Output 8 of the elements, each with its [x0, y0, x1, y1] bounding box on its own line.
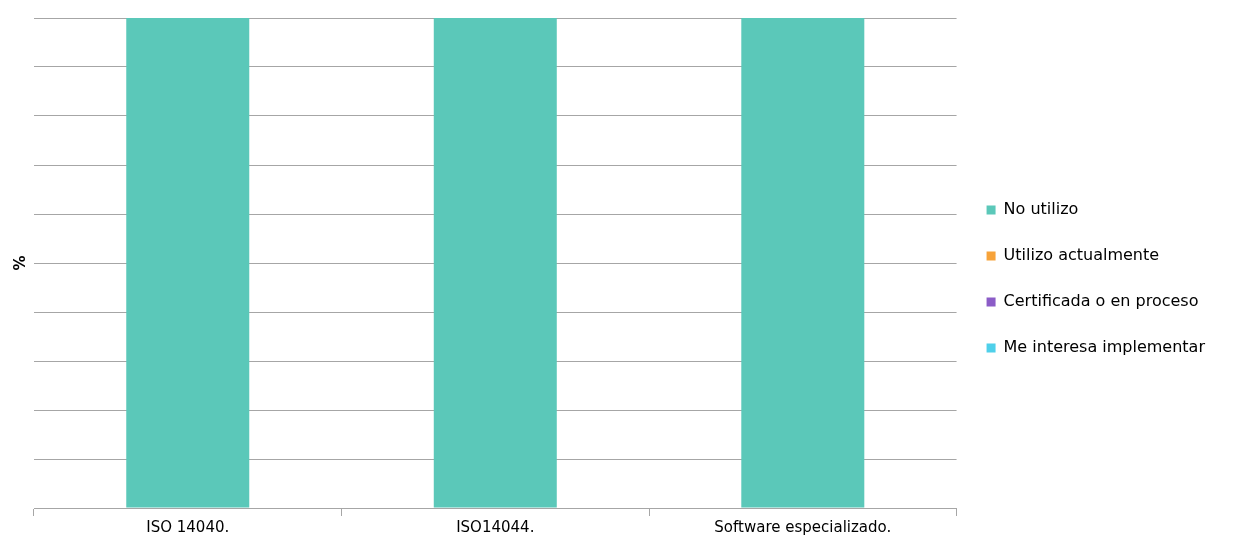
legend-label: Me interesa implementar: [1003, 337, 1206, 357]
legend-label: Utilizo actualmente: [1003, 245, 1160, 265]
x-tick-label: Software especializado.: [714, 517, 892, 536]
x-tick-label: ISO14044.: [456, 517, 535, 536]
x-tick-label: ISO 14040.: [146, 517, 230, 536]
legend-label: Certificada o en proceso: [1003, 291, 1199, 311]
legend-label: No utilizo: [1003, 199, 1079, 219]
y-axis-title: %: [10, 255, 29, 271]
